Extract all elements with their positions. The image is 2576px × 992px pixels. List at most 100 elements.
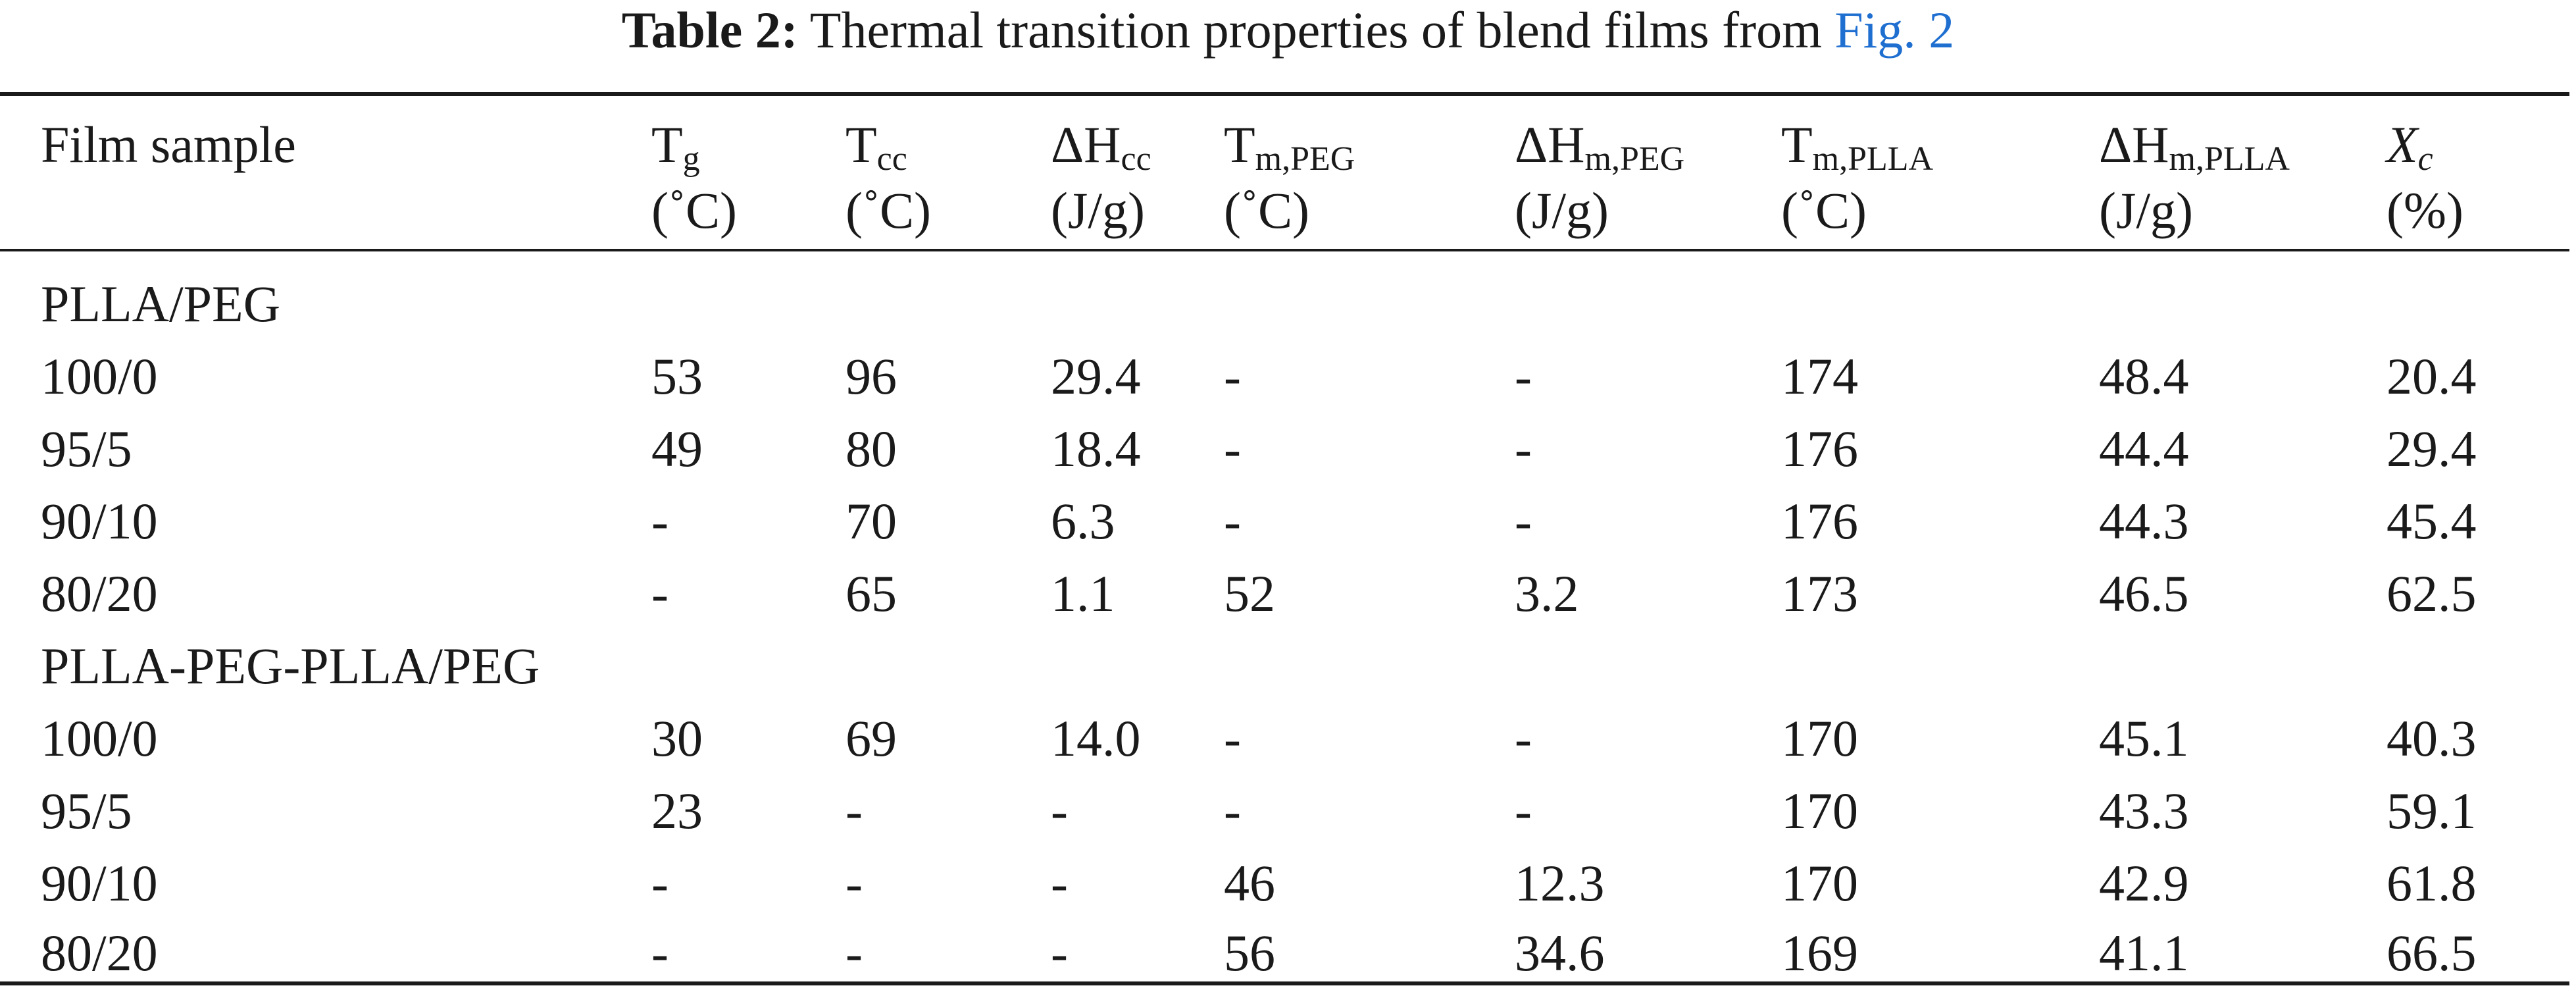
- header-xc-symbol: X: [2387, 116, 2418, 173]
- header-dhm-peg: ΔHm,PEG (J/g): [1515, 112, 1684, 244]
- cell-tm-peg: -: [1224, 348, 1241, 405]
- table-bottom-rule: [0, 981, 2569, 985]
- header-tm-peg-symbol: T: [1224, 116, 1255, 173]
- header-xc-unit: (%): [2387, 182, 2463, 239]
- cell-sample: 90/10: [41, 854, 158, 912]
- cell-dhcc: 18.4: [1051, 420, 1141, 477]
- cell-dhcc: 29.4: [1051, 348, 1141, 405]
- cell-tcc: 96: [846, 348, 897, 405]
- cell-tcc: 80: [846, 420, 897, 477]
- cell-dhcc: 14.0: [1051, 710, 1141, 767]
- cell-tm-plla: 173: [1781, 565, 1858, 622]
- cell-dhm-peg: 12.3: [1515, 854, 1605, 912]
- cell-xc: 66.5: [2387, 924, 2477, 981]
- cell-tm-plla: 176: [1781, 420, 1858, 477]
- cell-tg: -: [651, 924, 669, 981]
- cell-tm-plla: 169: [1781, 924, 1858, 981]
- cell-tg: -: [651, 854, 669, 912]
- header-tg: Tg (˚C): [651, 112, 737, 244]
- cell-dhcc: -: [1051, 782, 1068, 839]
- cell-dhm-peg: -: [1515, 492, 1532, 550]
- cell-xc: 20.4: [2387, 348, 2477, 405]
- header-film-sample: Film sample: [41, 112, 296, 178]
- cell-tcc: -: [846, 924, 863, 981]
- cell-xc: 40.3: [2387, 710, 2477, 767]
- cell-sample: 100/0: [41, 710, 158, 767]
- header-tg-unit: (˚C): [651, 182, 737, 239]
- cell-dhcc: -: [1051, 854, 1068, 912]
- cell-dhm-peg: -: [1515, 710, 1532, 767]
- cell-sample: 100/0: [41, 348, 158, 405]
- cell-sample: 95/5: [41, 420, 132, 477]
- group-label-plla-peg-plla-peg: PLLA-PEG-PLLA/PEG: [41, 637, 540, 694]
- header-dhm-plla-sub: m,PLLA: [2169, 140, 2290, 178]
- header-tg-symbol: T: [651, 116, 683, 173]
- cell-tm-peg: -: [1224, 492, 1241, 550]
- cell-tcc: 65: [846, 565, 897, 622]
- cell-tg: 53: [651, 348, 703, 405]
- cell-tg: 30: [651, 710, 703, 767]
- cell-sample: 95/5: [41, 782, 132, 839]
- group-label-plla-peg: PLLA/PEG: [41, 275, 281, 332]
- caption-text: Thermal transition properties of blend f…: [797, 1, 1835, 59]
- cell-xc: 59.1: [2387, 782, 2477, 839]
- cell-dhcc: -: [1051, 924, 1068, 981]
- header-tg-sub: g: [682, 140, 700, 178]
- cell-tm-plla: 170: [1781, 782, 1858, 839]
- cell-tg: 23: [651, 782, 703, 839]
- cell-tcc: -: [846, 854, 863, 912]
- header-tcc-sub: cc: [876, 140, 907, 178]
- cell-dhm-plla: 42.9: [2099, 854, 2189, 912]
- figure-link[interactable]: Fig. 2: [1834, 1, 1955, 59]
- header-dhm-plla: ΔHm,PLLA (J/g): [2099, 112, 2290, 244]
- cell-tcc: -: [846, 782, 863, 839]
- header-dhcc: ΔHcc (J/g): [1051, 112, 1151, 244]
- cell-dhm-plla: 48.4: [2099, 348, 2189, 405]
- cell-dhm-plla: 44.4: [2099, 420, 2189, 477]
- cell-tm-peg: 46: [1224, 854, 1275, 912]
- cell-xc: 61.8: [2387, 854, 2477, 912]
- header-xc-sub: c: [2417, 140, 2433, 178]
- caption-label: Table 2:: [621, 1, 798, 59]
- header-tm-peg-unit: (˚C): [1224, 182, 1309, 239]
- cell-dhm-peg: 3.2: [1515, 565, 1579, 622]
- header-dhcc-sub: cc: [1121, 140, 1151, 178]
- header-dhm-plla-unit: (J/g): [2099, 182, 2193, 239]
- header-dhm-peg-sub: m,PEG: [1584, 140, 1685, 178]
- header-dhm-peg-unit: (J/g): [1515, 182, 1609, 239]
- header-dhm-peg-symbol: ΔH: [1515, 116, 1585, 173]
- cell-tm-plla: 170: [1781, 710, 1858, 767]
- cell-dhcc: 1.1: [1051, 565, 1115, 622]
- cell-dhm-plla: 41.1: [2099, 924, 2189, 981]
- cell-tcc: 69: [846, 710, 897, 767]
- header-tcc: Tcc (˚C): [846, 112, 931, 244]
- cell-sample: 80/20: [41, 565, 158, 622]
- cell-sample: 90/10: [41, 492, 158, 550]
- cell-dhm-plla: 43.3: [2099, 782, 2189, 839]
- cell-dhm-peg: -: [1515, 420, 1532, 477]
- cell-dhm-peg: 34.6: [1515, 924, 1605, 981]
- header-tm-peg-sub: m,PEG: [1255, 140, 1355, 178]
- cell-xc: 45.4: [2387, 492, 2477, 550]
- header-tm-plla-sub: m,PLLA: [1812, 140, 1934, 178]
- cell-tm-peg: 52: [1224, 565, 1275, 622]
- cell-tm-peg: -: [1224, 420, 1241, 477]
- cell-tg: -: [651, 492, 669, 550]
- cell-dhm-plla: 45.1: [2099, 710, 2189, 767]
- header-dhcc-unit: (J/g): [1051, 182, 1145, 239]
- table-caption: Table 2: Thermal transition properties o…: [0, 0, 2576, 74]
- cell-dhm-peg: -: [1515, 348, 1532, 405]
- header-tm-plla-unit: (˚C): [1781, 182, 1867, 239]
- cell-tcc: 70: [846, 492, 897, 550]
- table-header-rule: [0, 249, 2569, 251]
- header-dhm-plla-symbol: ΔH: [2099, 116, 2169, 173]
- header-xc: Xc (%): [2387, 112, 2463, 244]
- header-tm-plla: Tm,PLLA (˚C): [1781, 112, 1933, 244]
- header-tm-plla-symbol: T: [1781, 116, 1813, 173]
- cell-tm-plla: 176: [1781, 492, 1858, 550]
- header-tcc-symbol: T: [846, 116, 877, 173]
- cell-tm-peg: -: [1224, 710, 1241, 767]
- cell-dhm-peg: -: [1515, 782, 1532, 839]
- cell-tg: -: [651, 565, 669, 622]
